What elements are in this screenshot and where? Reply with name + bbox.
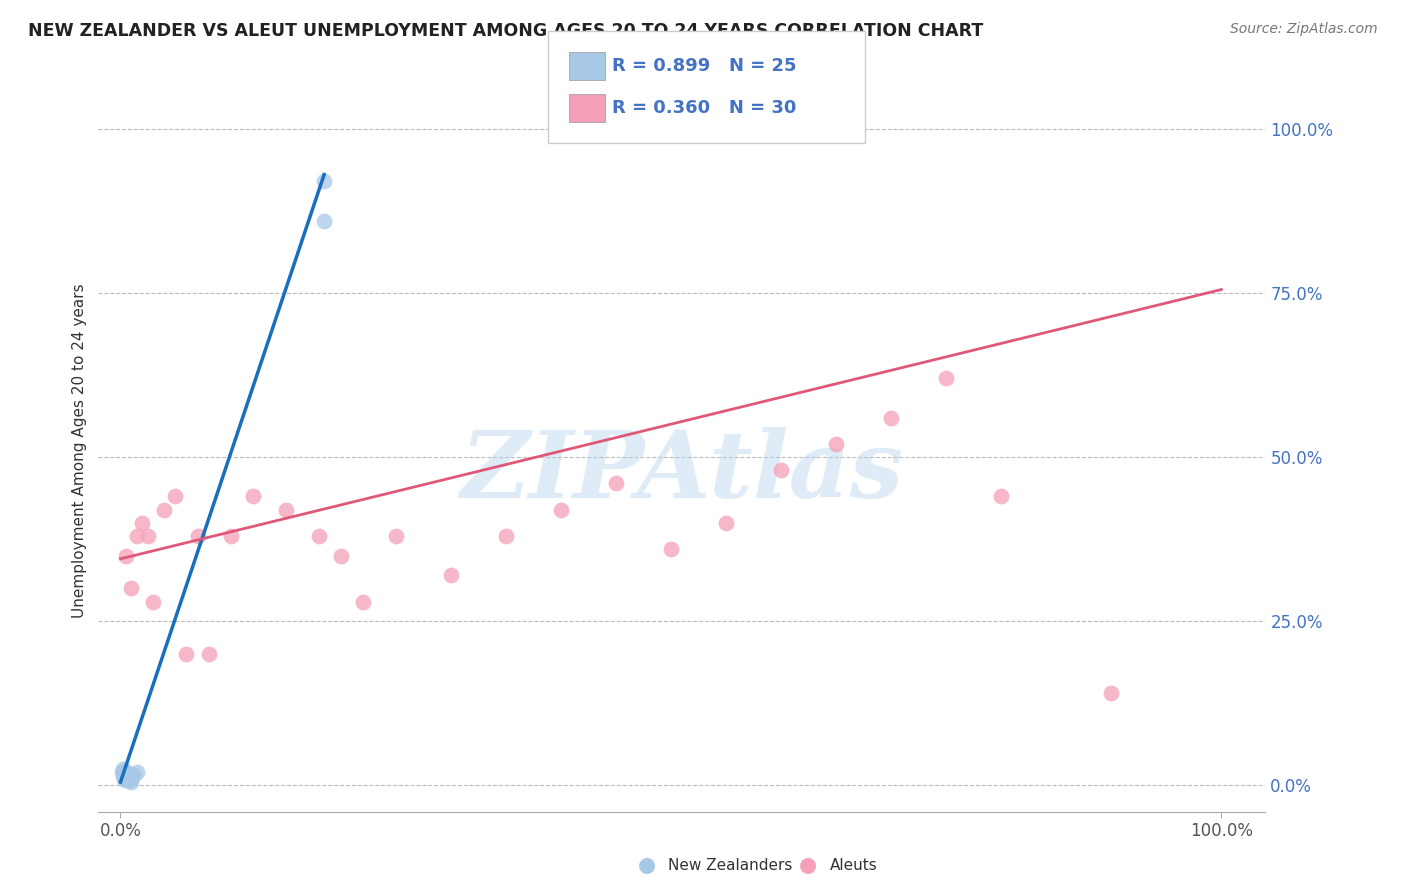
Point xyxy=(186,529,208,543)
Point xyxy=(120,772,142,786)
Point xyxy=(176,647,198,661)
Point xyxy=(153,502,176,516)
Point xyxy=(117,766,139,780)
Point xyxy=(550,502,572,516)
Point xyxy=(120,771,142,785)
Text: Source: ZipAtlas.com: Source: ZipAtlas.com xyxy=(1230,22,1378,37)
Point xyxy=(935,371,957,385)
Point xyxy=(112,766,135,780)
Point xyxy=(990,490,1012,504)
Point xyxy=(605,476,627,491)
Point xyxy=(714,516,737,530)
Point xyxy=(495,529,517,543)
Point xyxy=(197,647,219,661)
Point xyxy=(110,765,132,780)
Text: Aleuts: Aleuts xyxy=(830,858,877,872)
Point xyxy=(120,774,142,789)
Point xyxy=(329,549,352,563)
Point xyxy=(880,410,903,425)
Point xyxy=(117,771,139,785)
Point xyxy=(118,773,141,788)
Point xyxy=(120,582,142,596)
Point xyxy=(114,768,136,782)
Text: R = 0.360   N = 30: R = 0.360 N = 30 xyxy=(612,99,796,117)
Point xyxy=(125,765,148,780)
Point xyxy=(115,549,138,563)
Text: New Zealanders: New Zealanders xyxy=(668,858,792,872)
Point xyxy=(314,213,336,227)
Point xyxy=(769,463,792,477)
Point xyxy=(659,541,682,556)
Point xyxy=(825,437,848,451)
Point xyxy=(115,769,138,783)
Point xyxy=(136,529,159,543)
Point xyxy=(115,772,138,786)
Text: ●: ● xyxy=(800,855,817,875)
Point xyxy=(440,568,463,582)
Point xyxy=(352,594,374,608)
Point xyxy=(122,768,145,782)
Text: ZIPAtlas: ZIPAtlas xyxy=(460,427,904,517)
Point xyxy=(242,490,264,504)
Point xyxy=(118,769,141,783)
Point xyxy=(112,764,135,778)
Point xyxy=(111,762,134,776)
Point xyxy=(142,594,165,608)
Point xyxy=(114,771,136,785)
Text: NEW ZEALANDER VS ALEUT UNEMPLOYMENT AMONG AGES 20 TO 24 YEARS CORRELATION CHART: NEW ZEALANDER VS ALEUT UNEMPLOYMENT AMON… xyxy=(28,22,983,40)
Point xyxy=(131,516,153,530)
Y-axis label: Unemployment Among Ages 20 to 24 years: Unemployment Among Ages 20 to 24 years xyxy=(72,283,87,618)
Point xyxy=(274,502,297,516)
Point xyxy=(120,766,142,780)
Point xyxy=(219,529,242,543)
Point xyxy=(308,529,330,543)
Point xyxy=(115,768,138,782)
Text: R = 0.899   N = 25: R = 0.899 N = 25 xyxy=(612,57,796,75)
Point xyxy=(112,772,135,786)
Point xyxy=(115,773,138,788)
Text: ●: ● xyxy=(638,855,655,875)
Point xyxy=(314,174,336,188)
Point xyxy=(384,529,406,543)
Point xyxy=(1099,686,1122,700)
Point xyxy=(115,765,138,780)
Point xyxy=(165,490,187,504)
Point xyxy=(125,529,148,543)
Point xyxy=(111,769,134,783)
